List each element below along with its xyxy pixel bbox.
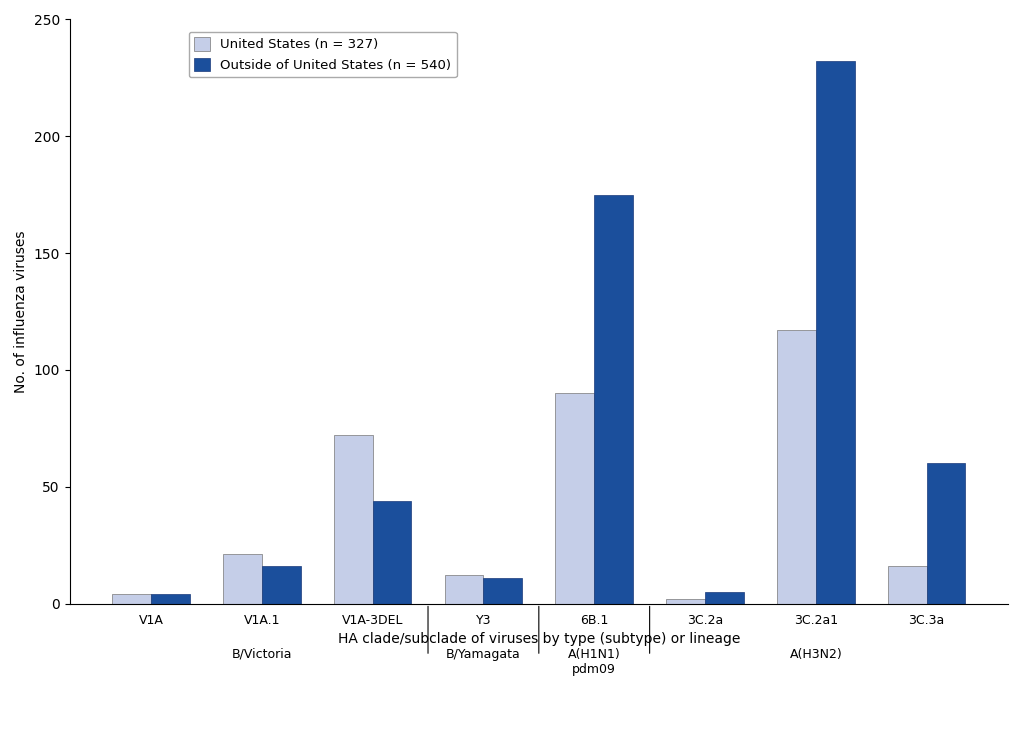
Bar: [777, 330, 816, 604]
Bar: [816, 61, 854, 604]
Text: A(H3N2): A(H3N2): [789, 648, 842, 661]
Bar: [927, 464, 966, 604]
Bar: [151, 594, 190, 604]
Text: A(H1N1)
pdm09: A(H1N1) pdm09: [568, 648, 620, 676]
Bar: [705, 592, 744, 604]
Bar: [445, 576, 483, 604]
Bar: [483, 578, 522, 604]
Bar: [262, 566, 300, 604]
Legend: United States (n = 327), Outside of United States (n = 540): United States (n = 327), Outside of Unit…: [189, 32, 457, 77]
Bar: [373, 500, 412, 604]
Bar: [666, 599, 705, 604]
Text: B/Yamagata: B/Yamagata: [446, 648, 521, 661]
Bar: [334, 435, 373, 604]
Bar: [112, 594, 151, 604]
Y-axis label: No. of influenza viruses: No. of influenza viruses: [14, 230, 28, 393]
X-axis label: HA clade/subclade of viruses by type (subtype) or lineage: HA clade/subclade of viruses by type (su…: [337, 632, 740, 646]
Bar: [223, 554, 262, 604]
Bar: [888, 566, 927, 604]
Bar: [555, 393, 594, 604]
Text: B/Victoria: B/Victoria: [232, 648, 292, 661]
Bar: [594, 194, 633, 604]
